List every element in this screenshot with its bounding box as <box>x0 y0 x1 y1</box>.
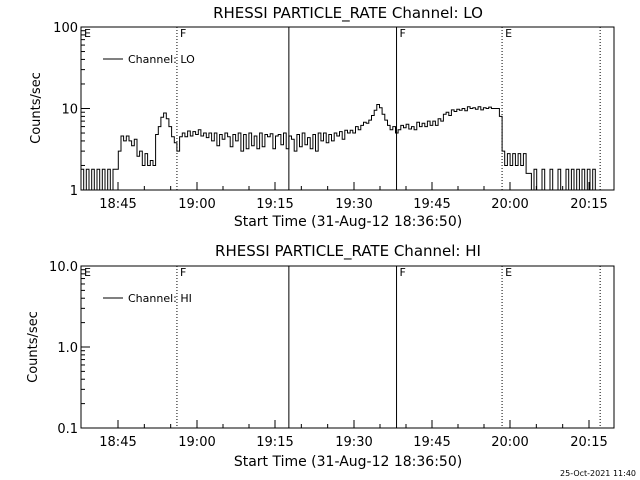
event-marker-label: E <box>84 266 91 279</box>
event-marker-label: E <box>505 27 512 40</box>
x-tick-label: 19:45 <box>413 197 450 212</box>
y-tick-label: 100 <box>53 21 78 36</box>
event-marker-label: F <box>180 266 186 279</box>
y-axis-ticks-lo: 1 10 100 <box>53 21 90 199</box>
y-tick-label: 1 <box>70 184 78 199</box>
x-tick-label: 20:15 <box>570 435 607 450</box>
event-marker-label: F <box>400 266 406 279</box>
plot-frame-lo <box>80 26 615 191</box>
y-tick-label: 1.0 <box>57 341 78 356</box>
x-axis-ticks-lo: 18:45 19:00 19:15 19:30 19:45 20:00 20:15 <box>99 182 608 212</box>
series-line <box>81 104 596 191</box>
x-tick-label: 19:45 <box>413 435 450 450</box>
y-tick-label: 10 <box>61 103 78 118</box>
legend-label-lo: Channel: LO <box>128 53 195 66</box>
event-marker-label: E <box>84 27 91 40</box>
x-tick-label: 20:15 <box>570 197 607 212</box>
event-marker-label: F <box>180 27 186 40</box>
y-tick-label: 0.1 <box>57 422 78 437</box>
y-axis-ticks-hi: 0.1 1.0 10.0 <box>49 260 90 437</box>
y-tick-label: 10.0 <box>49 260 78 275</box>
x-axis-ticks-hi: 18:45 19:00 19:15 19:30 19:45 20:00 20:15 <box>99 420 608 450</box>
x-axis-label-lo: Start Time (31-Aug-12 18:36:50) <box>234 214 462 230</box>
event-marker-label: F <box>400 27 406 40</box>
x-tick-label: 18:45 <box>99 197 136 212</box>
series-lo <box>81 104 596 191</box>
x-tick-label: 19:00 <box>178 197 215 212</box>
y-axis-label-hi: Counts/sec <box>26 311 41 383</box>
x-tick-label: 19:30 <box>335 435 372 450</box>
x-tick-label: 19:00 <box>178 435 215 450</box>
footer-timestamp: 25-Oct-2021 11:40 <box>560 469 636 478</box>
event-marker-label: E <box>505 266 512 279</box>
x-tick-label: 18:45 <box>99 435 136 450</box>
chart-title-lo: RHESSI PARTICLE_RATE Channel: LO <box>213 4 483 23</box>
x-tick-label: 20:00 <box>491 197 528 212</box>
panel-channel-hi: RHESSI PARTICLE_RATE Channel: HI E F F E 0.… <box>26 242 615 470</box>
x-tick-label: 19:30 <box>335 197 372 212</box>
plot-frame-hi <box>80 265 615 429</box>
legend-label-hi: Channel: HI <box>128 292 192 305</box>
chart-title-hi: RHESSI PARTICLE_RATE Channel: HI <box>215 242 481 261</box>
x-tick-label: 20:00 <box>491 435 528 450</box>
y-axis-label-lo: Counts/sec <box>29 72 44 144</box>
x-tick-label: 19:15 <box>256 197 293 212</box>
x-axis-label-hi: Start Time (31-Aug-12 18:36:50) <box>234 454 462 470</box>
x-tick-label: 19:15 <box>256 435 293 450</box>
